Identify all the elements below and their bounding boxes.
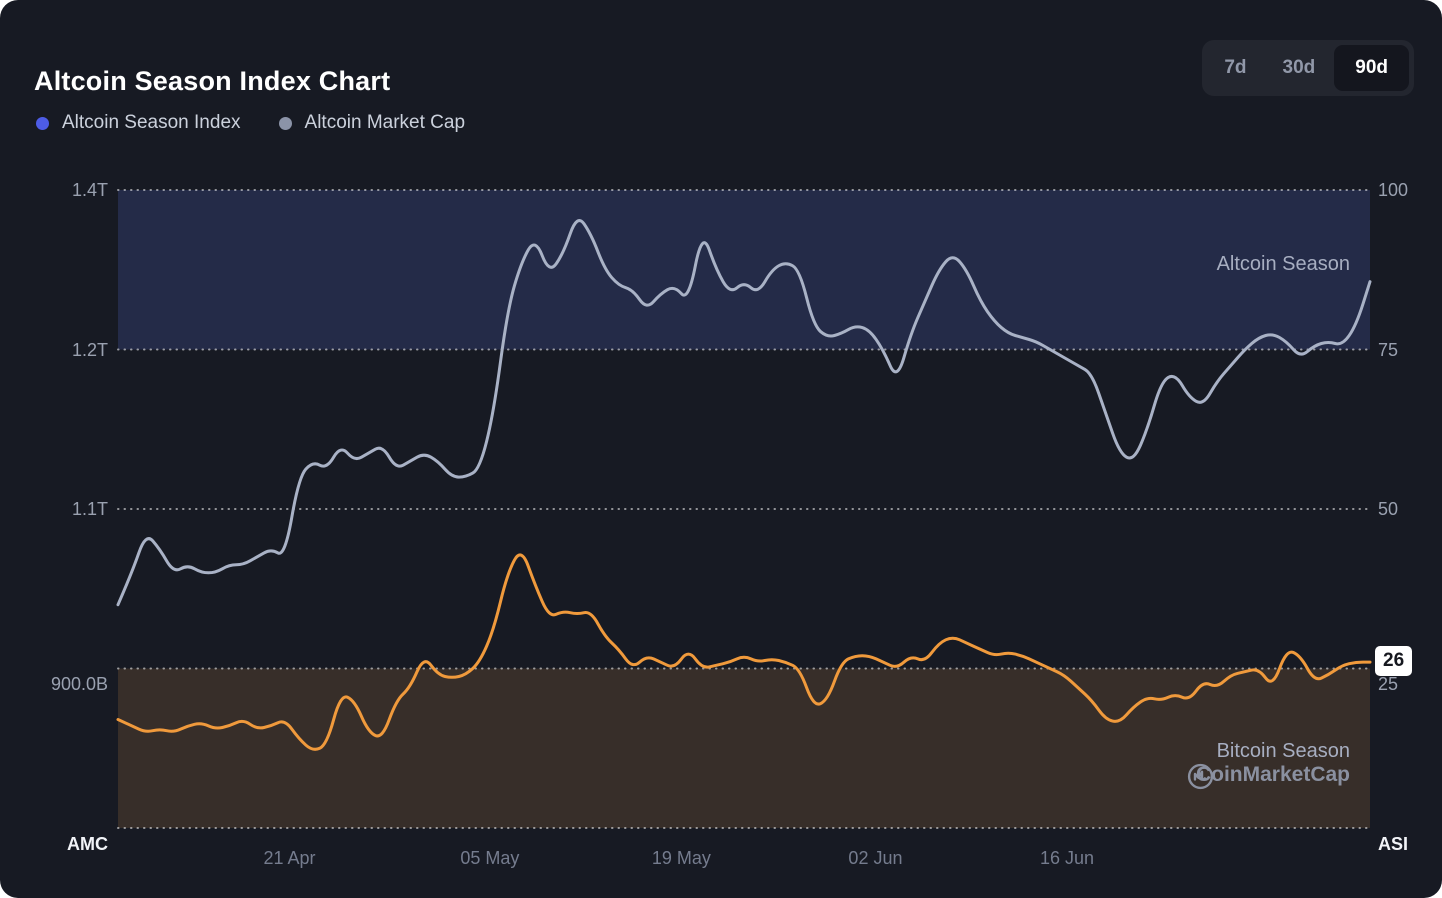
range-button-7d[interactable]: 7d [1207, 45, 1263, 91]
y-axis-right-label-1: 75 [1378, 339, 1399, 360]
coinmarketcap-watermark: CoinMarketCap [1187, 763, 1350, 790]
legend-item-altcoin-season-index[interactable]: Altcoin Season Index [36, 112, 241, 134]
x-axis-tick-label-3: 02 Jun [848, 848, 903, 868]
range-button-30d[interactable]: 30d [1266, 45, 1333, 91]
bitcoin-season-band [118, 668, 1370, 828]
left-axis-title: AMC [67, 834, 108, 854]
x-axis-tick-label-0: 21 Apr [263, 848, 316, 868]
altcoin-season-band [118, 190, 1370, 350]
legend-item-altcoin-market-cap[interactable]: Altcoin Market Cap [278, 112, 466, 134]
right-axis-title: ASI [1378, 834, 1409, 854]
altcoin-season-region-label: Altcoin Season [1216, 253, 1350, 275]
legend-label: Altcoin Season Index [62, 112, 241, 133]
legend-dot-altcoin-market-cap [278, 116, 292, 130]
range-selector: 7d 30d 90d [1202, 40, 1414, 96]
chart-legend: Altcoin Season Index Altcoin Market Cap [36, 112, 465, 134]
series-line-altcoin-season-index [116, 553, 1372, 751]
current-value-badge: 26 [1375, 646, 1413, 677]
series-line-altcoin-market-cap [116, 219, 1372, 607]
y-axis-left-label-0: 1.4T [71, 180, 108, 200]
y-axis-left-label-1: 1.2T [71, 339, 108, 360]
page-title: Altcoin Season Index Chart [34, 66, 391, 97]
x-axis-tick-label-2: 19 May [651, 848, 711, 868]
y-axis-left-label-3: 900.0B [50, 673, 108, 694]
bitcoin-season-region-label: Bitcoin Season [1216, 740, 1350, 762]
legend-label: Altcoin Market Cap [304, 112, 466, 133]
coinmarketcap-watermark-text: CoinMarketCap [1195, 763, 1350, 786]
y-axis-left-label-2: 1.1T [71, 499, 108, 519]
legend-dot-altcoin-season-index [36, 116, 49, 130]
x-axis-tick-label-1: 05 May [460, 848, 520, 868]
x-axis-tick-label-4: 16 Jun [1039, 848, 1095, 868]
y-axis-right-label-0: 100 [1378, 180, 1409, 200]
y-axis-right-label-2: 50 [1378, 499, 1399, 519]
y-axis-right-label-3: 25 [1378, 673, 1399, 694]
range-button-90d[interactable]: 90d [1334, 45, 1409, 91]
